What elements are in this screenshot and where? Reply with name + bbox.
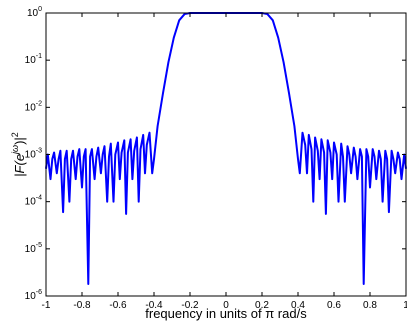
plot-area-frame <box>45 12 407 297</box>
x-tick-label: -1 <box>42 300 51 311</box>
y-axis-label: |F(ejω)|2 <box>10 132 27 177</box>
x-axis-label: frequency in units of π rad/s <box>145 306 307 321</box>
y-tick-label: 100 <box>27 6 42 19</box>
y-tick-label: 10-1 <box>25 53 42 66</box>
y-tick-label: 10-6 <box>25 289 42 302</box>
x-tick-label: -0.2 <box>181 300 199 311</box>
x-tick-label: 1 <box>403 300 407 311</box>
y-tick-label: 10-2 <box>25 100 42 113</box>
x-tick-label: -0.4 <box>145 300 163 311</box>
y-tick-label: 10-4 <box>25 195 42 208</box>
x-tick-label: -0.6 <box>109 300 127 311</box>
x-tick-label: 0.2 <box>255 300 269 311</box>
x-tick-label: 0.4 <box>291 300 305 311</box>
x-tick-label: 0 <box>223 300 229 311</box>
x-tick-label: 0.6 <box>327 300 341 311</box>
y-tick-label: 10-5 <box>25 242 42 255</box>
y-tick-label: 10-3 <box>25 148 42 161</box>
x-tick-label: 0.8 <box>363 300 377 311</box>
series-line-1 <box>45 12 407 285</box>
x-tick-label: -0.8 <box>73 300 91 311</box>
series-layer <box>45 12 407 285</box>
tick-layer: -1 -0.8 -0.6 -0.4 -0.2 0 0.2 0.4 0.6 0.8 1 10-6 10-5… <box>25 6 407 311</box>
